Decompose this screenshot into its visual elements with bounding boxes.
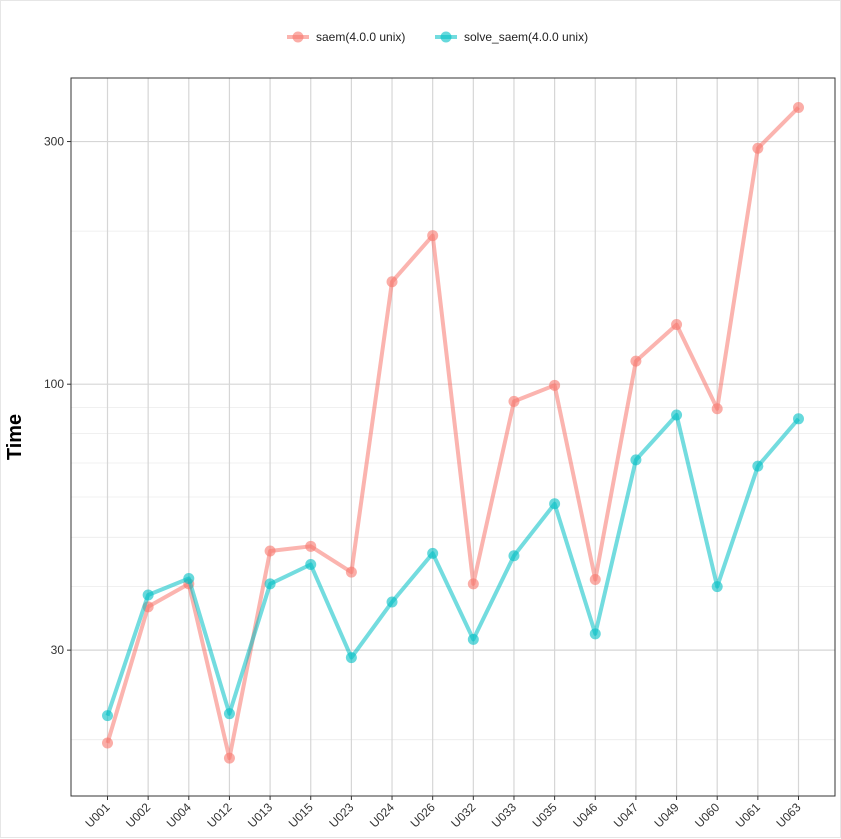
y-tick-label: 30: [51, 643, 65, 657]
x-tick-label: U015: [286, 800, 316, 830]
series-layer: [102, 101, 804, 764]
data-point: [223, 752, 235, 764]
x-tick-label: U002: [123, 800, 153, 830]
data-point: [508, 395, 520, 407]
data-point: [752, 142, 764, 154]
data-point: [671, 319, 683, 331]
x-axis: U001 U002 U004 U012 U013 U015 U023 U024 U026 U032…: [82, 796, 804, 830]
x-tick-label: U004: [164, 800, 194, 830]
legend-label: saem(4.0.0 unix): [316, 30, 405, 44]
data-point: [223, 708, 235, 720]
x-tick-label: U026: [408, 800, 438, 830]
grid: [71, 77, 835, 796]
x-tick-label: U033: [489, 800, 519, 830]
x-tick-label: U035: [530, 800, 560, 830]
legend: saem(4.0.0 unix) solve_saem(4.0.0 unix): [287, 30, 588, 44]
series-line: [105, 413, 801, 717]
data-point: [752, 460, 764, 472]
x-tick-label: U060: [692, 800, 722, 830]
y-axis-title: Time: [4, 414, 26, 460]
x-tick-label: U032: [448, 800, 478, 830]
data-point: [264, 545, 276, 557]
data-point: [305, 559, 317, 571]
x-tick-label: U047: [611, 800, 641, 830]
y-axis: 30 100 300: [44, 135, 71, 657]
data-point: [589, 574, 601, 586]
data-point: [102, 710, 113, 722]
data-point: [142, 589, 154, 601]
data-point: [671, 409, 683, 421]
y-tick-label: 300: [44, 135, 64, 149]
data-point: [549, 379, 561, 391]
x-tick-label: U024: [367, 800, 397, 830]
legend-key-point: [292, 31, 304, 43]
data-point: [793, 413, 804, 425]
data-point: [508, 550, 520, 562]
x-tick-label: U063: [773, 800, 803, 830]
data-point: [305, 540, 317, 552]
data-point: [386, 276, 398, 288]
legend-item: saem(4.0.0 unix): [287, 30, 405, 44]
data-point: [630, 355, 642, 367]
x-tick-label: U061: [733, 800, 763, 830]
data-point: [427, 230, 439, 242]
y-tick-label: 100: [44, 377, 64, 391]
x-tick-label: U046: [570, 800, 600, 830]
panel-border: [70, 77, 836, 797]
data-point: [345, 566, 357, 578]
series-line: [105, 106, 800, 761]
series-2: [102, 409, 804, 722]
data-point: [793, 101, 804, 113]
data-point: [427, 547, 439, 559]
data-point: [386, 596, 398, 608]
x-tick-label: U023: [326, 800, 356, 830]
data-point: [630, 454, 642, 466]
data-point: [711, 581, 723, 593]
data-point: [264, 578, 276, 590]
x-tick-label: U012: [204, 800, 234, 830]
data-point: [711, 403, 723, 415]
data-point: [345, 652, 357, 664]
data-point: [467, 633, 479, 645]
data-point: [467, 578, 479, 590]
series-1: [102, 101, 804, 764]
legend-key-point: [440, 31, 452, 43]
x-tick-label: U013: [245, 800, 275, 830]
legend-item: solve_saem(4.0.0 unix): [435, 30, 588, 44]
x-tick-label: U049: [651, 800, 681, 830]
data-point: [549, 498, 561, 510]
data-point: [183, 572, 195, 584]
x-tick-label: U001: [82, 800, 112, 830]
data-point: [589, 628, 601, 640]
data-point: [102, 737, 113, 749]
legend-label: solve_saem(4.0.0 unix): [464, 30, 588, 44]
